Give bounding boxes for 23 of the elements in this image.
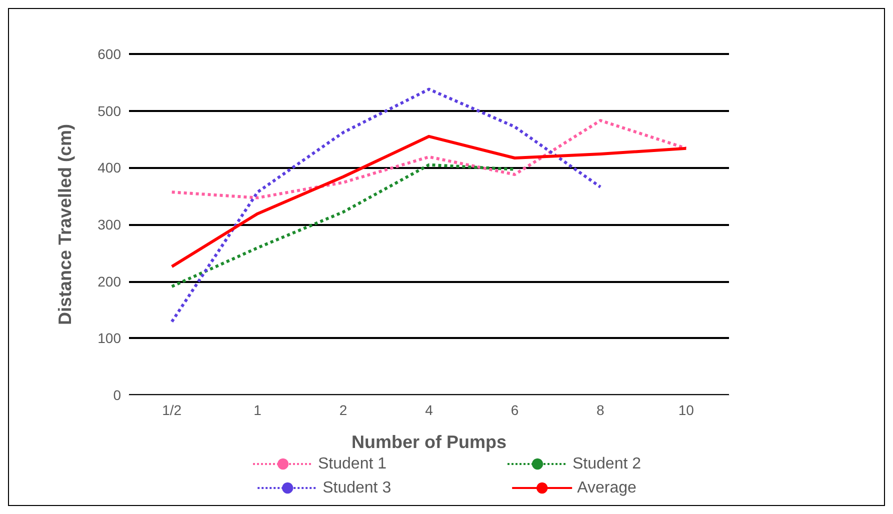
x-tick-label: 1 — [254, 402, 262, 418]
y-tick-label: 400 — [98, 160, 122, 176]
y-tick-label: 0 — [113, 387, 122, 403]
x-tick-label: 1/2 — [162, 402, 182, 418]
y-tick-label: 100 — [98, 330, 122, 346]
legend-label: Student 1 — [318, 456, 387, 472]
x-tick-label: 8 — [596, 402, 605, 418]
line-series — [170, 118, 688, 200]
y-tick-label: 300 — [98, 216, 122, 232]
y-tick-label: 600 — [98, 46, 122, 62]
y-axis-title: Distance Travelled (cm) — [55, 124, 75, 326]
y-tick-label: 500 — [98, 102, 122, 119]
legend-label: Student 2 — [572, 456, 642, 472]
legend-label: Student 3 — [322, 480, 392, 496]
x-tick-label: 10 — [678, 402, 694, 418]
line-series — [170, 88, 602, 324]
x-tick-label: 4 — [425, 402, 434, 418]
x-tick-label: 2 — [339, 402, 348, 418]
x-tick-label: 6 — [510, 402, 519, 418]
x-axis-title: Number of Pumps — [351, 432, 507, 452]
legend-label: Average — [577, 480, 637, 496]
y-tick-label: 200 — [98, 273, 122, 290]
line-series — [170, 134, 688, 268]
